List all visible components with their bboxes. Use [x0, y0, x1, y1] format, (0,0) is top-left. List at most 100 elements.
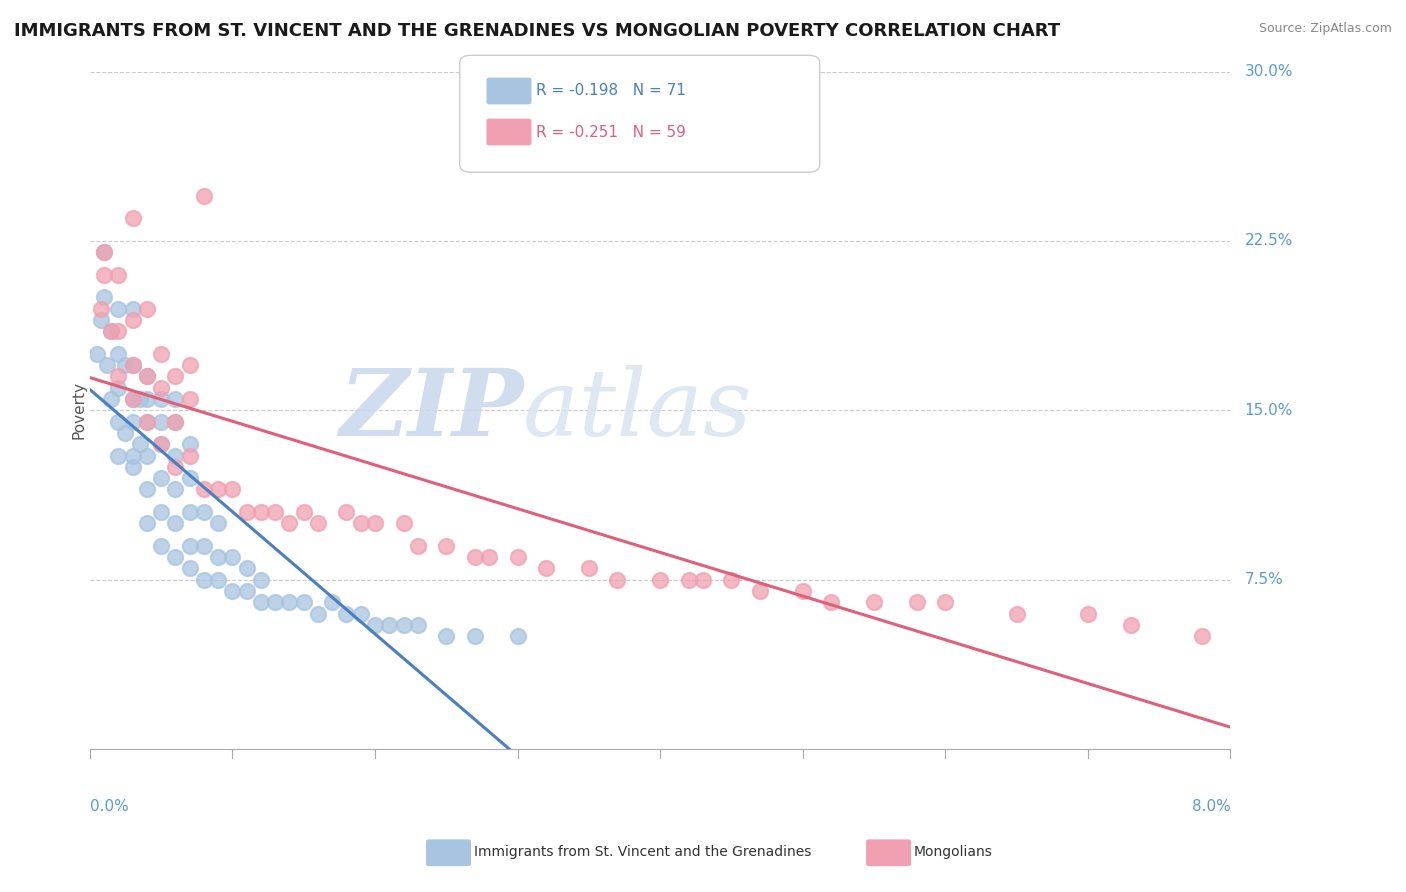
Point — [221, 584, 243, 599]
Point — [179, 539, 201, 553]
Point — [93, 245, 115, 260]
Text: 8.0%: 8.0% — [1192, 799, 1230, 814]
Point — [292, 505, 315, 519]
Text: 0.0%: 0.0% — [90, 799, 128, 814]
Point — [863, 595, 886, 609]
Point — [107, 449, 129, 463]
Text: Immigrants from St. Vincent and the Grenadines: Immigrants from St. Vincent and the Gren… — [474, 845, 811, 859]
Point — [179, 392, 201, 406]
Point — [93, 290, 115, 304]
Point — [121, 392, 143, 406]
Point — [720, 573, 742, 587]
Point — [207, 573, 229, 587]
Point — [121, 358, 143, 372]
Text: 7.5%: 7.5% — [1244, 573, 1284, 587]
Point — [150, 415, 173, 429]
Point — [179, 561, 201, 575]
Point — [250, 573, 273, 587]
Point — [506, 550, 529, 565]
Y-axis label: Poverty: Poverty — [72, 382, 86, 440]
Point — [96, 358, 118, 372]
Point — [121, 211, 143, 226]
Point — [135, 369, 157, 384]
Point — [135, 392, 157, 406]
Point — [1077, 607, 1099, 621]
Point — [235, 561, 257, 575]
Point — [221, 483, 243, 497]
Point — [193, 188, 215, 202]
Point — [179, 437, 201, 451]
Point — [307, 607, 329, 621]
Point — [93, 268, 115, 282]
Point — [100, 392, 122, 406]
Point — [264, 505, 287, 519]
Point — [250, 595, 273, 609]
Point — [128, 437, 150, 451]
Point — [121, 415, 143, 429]
Point — [179, 471, 201, 485]
Text: R = -0.198   N = 71: R = -0.198 N = 71 — [536, 84, 686, 98]
Point — [934, 595, 956, 609]
Point — [278, 595, 301, 609]
Point — [165, 415, 187, 429]
Point — [434, 539, 457, 553]
Point — [114, 425, 136, 440]
Point — [107, 347, 129, 361]
Point — [1191, 629, 1213, 643]
Point — [221, 550, 243, 565]
Point — [364, 618, 387, 632]
Point — [749, 584, 772, 599]
Point — [193, 505, 215, 519]
Point — [93, 245, 115, 260]
Point — [121, 449, 143, 463]
Point — [90, 313, 112, 327]
Point — [292, 595, 315, 609]
Point — [506, 629, 529, 643]
Point — [135, 483, 157, 497]
Point — [135, 369, 157, 384]
Point — [193, 573, 215, 587]
Point — [406, 618, 429, 632]
Point — [135, 415, 157, 429]
Point — [321, 595, 343, 609]
Point — [650, 573, 672, 587]
Point — [107, 324, 129, 338]
Point — [165, 550, 187, 565]
Point — [150, 392, 173, 406]
Point — [464, 629, 486, 643]
Text: Mongolians: Mongolians — [914, 845, 993, 859]
Point — [235, 505, 257, 519]
Point — [1119, 618, 1142, 632]
Point — [107, 415, 129, 429]
Point — [350, 516, 373, 531]
Point — [165, 415, 187, 429]
Point — [364, 516, 387, 531]
Point — [179, 505, 201, 519]
Point — [307, 516, 329, 531]
Point — [350, 607, 373, 621]
Point — [335, 505, 357, 519]
Point — [121, 459, 143, 474]
Point — [335, 607, 357, 621]
Point — [135, 415, 157, 429]
Point — [135, 516, 157, 531]
Point — [150, 437, 173, 451]
Point — [434, 629, 457, 643]
Point — [578, 561, 600, 575]
Point — [107, 268, 129, 282]
Point — [165, 516, 187, 531]
Text: Source: ZipAtlas.com: Source: ZipAtlas.com — [1258, 22, 1392, 36]
Point — [406, 539, 429, 553]
Point — [165, 392, 187, 406]
Point — [107, 381, 129, 395]
Point — [534, 561, 557, 575]
Text: IMMIGRANTS FROM ST. VINCENT AND THE GRENADINES VS MONGOLIAN POVERTY CORRELATION : IMMIGRANTS FROM ST. VINCENT AND THE GREN… — [14, 22, 1060, 40]
Point — [150, 471, 173, 485]
Point — [165, 369, 187, 384]
Point — [179, 358, 201, 372]
Point — [86, 347, 108, 361]
Point — [150, 539, 173, 553]
Point — [792, 584, 814, 599]
Point — [121, 392, 143, 406]
Point — [135, 301, 157, 316]
